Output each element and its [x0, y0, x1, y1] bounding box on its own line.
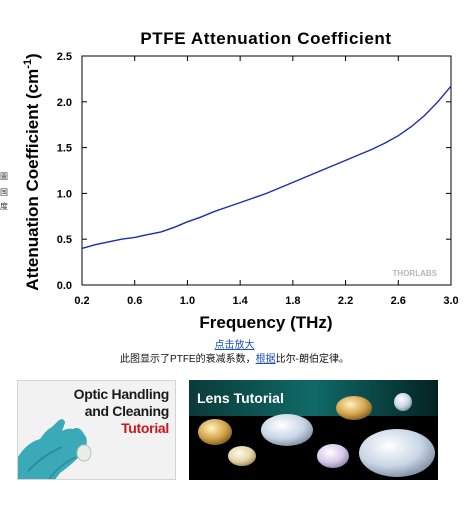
y-axis-label: Attenuation Coefficient (cm-1): [22, 53, 42, 290]
lens-icon: [228, 446, 256, 466]
y-tick-label: 0.0: [57, 280, 72, 292]
y-tick-label: 1.0: [57, 188, 72, 200]
lens-icon: [359, 429, 435, 477]
side-fragment-3: 度: [0, 202, 8, 211]
lens-icon: [394, 393, 412, 411]
caption-text-before: 此图显示了PTFE的衰减系数，: [120, 354, 256, 365]
caption-text-after: 比尔-朗伯定律。: [275, 354, 349, 365]
enlarge-link-row: 点击放大: [0, 336, 469, 351]
gloved-hand-image: [18, 419, 92, 479]
y-tick-label: 2.5: [57, 51, 72, 63]
optic-handling-tutorial-banner[interactable]: Optic Handling and Cleaning Tutorial: [17, 380, 176, 480]
side-fragment-2: 国: [0, 188, 8, 197]
x-tick-label: 0.6: [127, 295, 142, 307]
lens-icon: [261, 414, 313, 446]
y-axis-label-group: Attenuation Coefficient (cm-1): [22, 53, 42, 290]
attenuation-chart[interactable]: PTFE Attenuation Coefficient 0.2 0.6 1.0 1.…: [0, 0, 469, 335]
side-fragment-1: 圖: [0, 172, 8, 181]
x-tick-label: 2.2: [338, 295, 353, 307]
y-axis-ticks: 0.0 0.5 1.0 1.5 2.0 2.5: [57, 51, 451, 292]
y-axis-label-superscript: -1: [22, 59, 34, 69]
lens-icon: [336, 396, 372, 420]
optic-disc-icon: [76, 444, 92, 462]
x-tick-label: 1.4: [232, 295, 248, 307]
lenses-image: [189, 380, 438, 477]
plot-area-frame: [81, 55, 452, 286]
x-axis-ticks: 0.2 0.6 1.0 1.4 1.8 2.2 2.6 3.0: [74, 56, 459, 307]
series-line: [81, 85, 452, 250]
chart-title: PTFE Attenuation Coefficient: [140, 29, 391, 48]
lens-tutorial-banner[interactable]: Lens Tutorial: [189, 380, 438, 480]
optic-tutorial-title: Optic Handling and Cleaning Tutorial: [73, 386, 170, 436]
x-tick-label: 2.6: [391, 295, 406, 307]
x-tick-label: 1.8: [285, 295, 300, 307]
y-tick-label: 1.5: [57, 143, 72, 155]
x-axis-label: Frequency (THz): [199, 313, 332, 332]
x-tick-label: 0.2: [74, 295, 89, 307]
beer-lambert-link[interactable]: 根据: [255, 354, 276, 365]
lens-icon: [198, 419, 232, 445]
x-tick-label: 3.0: [443, 295, 458, 307]
chart-caption: 此图显示了PTFE的衰减系数，根据比尔-朗伯定律。: [0, 350, 469, 365]
y-tick-label: 0.5: [57, 234, 72, 246]
x-tick-label: 1.0: [180, 295, 195, 307]
watermark-logo: THORLABS: [393, 269, 438, 278]
enlarge-link[interactable]: 点击放大: [214, 340, 255, 351]
lens-icon: [317, 444, 349, 468]
lens-tutorial-title: Lens Tutorial: [197, 390, 284, 406]
y-tick-label: 2.0: [57, 97, 72, 109]
